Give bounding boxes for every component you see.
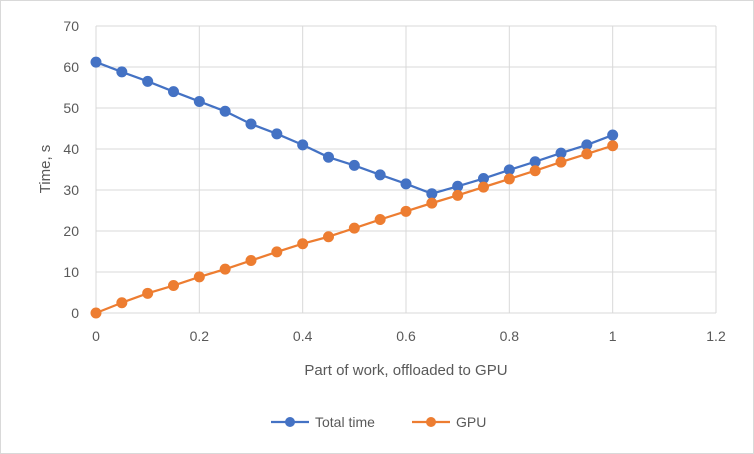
data-point	[323, 231, 334, 243]
data-point	[193, 271, 205, 283]
data-point	[193, 95, 205, 107]
data-point	[503, 164, 515, 176]
legend-item: GPU	[412, 414, 486, 430]
data-point	[529, 165, 541, 177]
data-point	[426, 197, 438, 209]
data-point	[581, 139, 593, 151]
data-point	[245, 255, 257, 267]
data-point	[374, 169, 386, 181]
data-point	[219, 105, 231, 117]
legend-item: Total time	[271, 414, 375, 430]
data-point	[90, 56, 102, 68]
y-axis-title: Time, s	[37, 145, 54, 194]
gridlines	[95, 25, 717, 314]
y-tick-label: 40	[63, 141, 79, 157]
data-point	[142, 287, 154, 299]
data-point	[529, 156, 541, 168]
legend-label: GPU	[456, 414, 486, 430]
data-point	[142, 75, 154, 87]
data-point	[168, 280, 179, 292]
data-point	[478, 181, 489, 193]
data-point	[219, 263, 231, 275]
y-tick-label: 50	[63, 100, 79, 116]
data-point	[374, 214, 386, 226]
legend-marker	[426, 417, 436, 427]
data-point	[607, 140, 619, 152]
data-point	[116, 297, 128, 309]
x-axis-title: Part of work, offloaded to GPU	[304, 362, 507, 379]
x-tick-label: 0.6	[396, 328, 416, 344]
data-point	[297, 238, 309, 250]
data-point	[245, 118, 257, 130]
data-point	[116, 66, 128, 78]
data-point	[555, 156, 567, 168]
data-point	[348, 159, 360, 171]
data-point	[555, 147, 567, 159]
legend: Total time GPU	[271, 414, 486, 430]
data-point	[348, 222, 360, 234]
data-point	[297, 139, 309, 151]
data-point	[426, 188, 438, 200]
y-tick-label: 30	[63, 182, 79, 198]
data-point	[271, 246, 283, 258]
x-tick-label: 0	[92, 328, 100, 344]
x-tick-label: 0.4	[293, 328, 313, 344]
data-point	[400, 178, 412, 190]
data-point	[323, 151, 334, 163]
data-point	[452, 180, 464, 192]
x-tick-label: 1	[609, 328, 617, 344]
y-tick-label: 20	[63, 223, 79, 239]
x-axis-tick-labels: 0 0.2 0.4 0.6 0.8 1 1.2	[92, 328, 726, 344]
legend-label: Total time	[315, 414, 375, 430]
series-layer	[90, 56, 619, 319]
x-tick-label: 1.2	[706, 328, 726, 344]
data-point	[168, 86, 179, 98]
data-point	[452, 189, 464, 201]
series-total-time	[90, 56, 619, 200]
x-tick-label: 0.2	[190, 328, 210, 344]
y-tick-label: 70	[63, 18, 79, 34]
legend-marker	[285, 417, 295, 427]
series-gpu	[90, 140, 619, 319]
data-point	[271, 128, 283, 140]
data-point	[90, 307, 102, 319]
data-point	[400, 205, 412, 217]
data-point	[607, 129, 619, 141]
x-tick-label: 0.8	[500, 328, 520, 344]
y-axis-tick-labels: 0 10 20 30 40 50 60 70	[63, 18, 79, 321]
y-tick-label: 0	[71, 305, 79, 321]
y-tick-label: 10	[63, 264, 79, 280]
data-point	[581, 148, 593, 160]
y-tick-label: 60	[63, 59, 79, 75]
data-point	[503, 173, 515, 185]
